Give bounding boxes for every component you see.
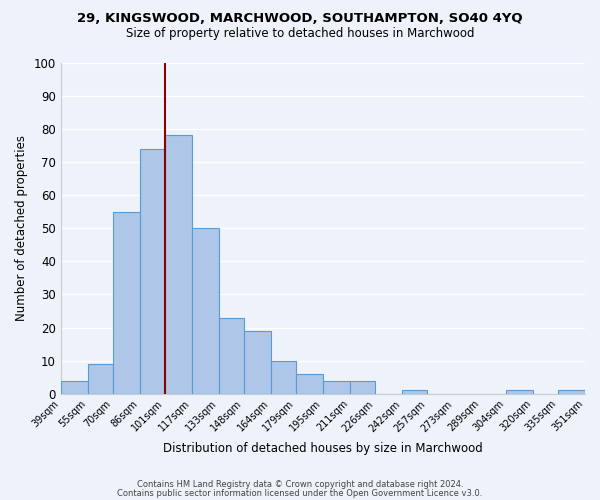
Text: $\bf{29 KINGSWOOD: 96sqm}$
← 32% of detached houses are smaller (106)
67% of sem: $\bf{29 KINGSWOOD: 96sqm}$ ← 32% of deta… bbox=[0, 499, 1, 500]
Bar bbox=[192, 228, 218, 394]
Bar bbox=[296, 374, 323, 394]
Bar bbox=[140, 148, 165, 394]
Text: Size of property relative to detached houses in Marchwood: Size of property relative to detached ho… bbox=[126, 28, 474, 40]
Bar bbox=[218, 318, 244, 394]
Bar bbox=[506, 390, 533, 394]
Bar bbox=[61, 380, 88, 394]
Bar bbox=[165, 136, 192, 394]
Text: Contains HM Land Registry data © Crown copyright and database right 2024.: Contains HM Land Registry data © Crown c… bbox=[137, 480, 463, 489]
Y-axis label: Number of detached properties: Number of detached properties bbox=[15, 135, 28, 321]
Bar bbox=[113, 212, 140, 394]
Bar bbox=[402, 390, 427, 394]
X-axis label: Distribution of detached houses by size in Marchwood: Distribution of detached houses by size … bbox=[163, 442, 483, 455]
Text: Contains public sector information licensed under the Open Government Licence v3: Contains public sector information licen… bbox=[118, 488, 482, 498]
Bar bbox=[88, 364, 113, 394]
Bar bbox=[558, 390, 585, 394]
Text: 29, KINGSWOOD, MARCHWOOD, SOUTHAMPTON, SO40 4YQ: 29, KINGSWOOD, MARCHWOOD, SOUTHAMPTON, S… bbox=[77, 12, 523, 26]
Bar bbox=[350, 380, 375, 394]
Bar bbox=[244, 331, 271, 394]
Bar bbox=[271, 360, 296, 394]
Bar bbox=[323, 380, 350, 394]
